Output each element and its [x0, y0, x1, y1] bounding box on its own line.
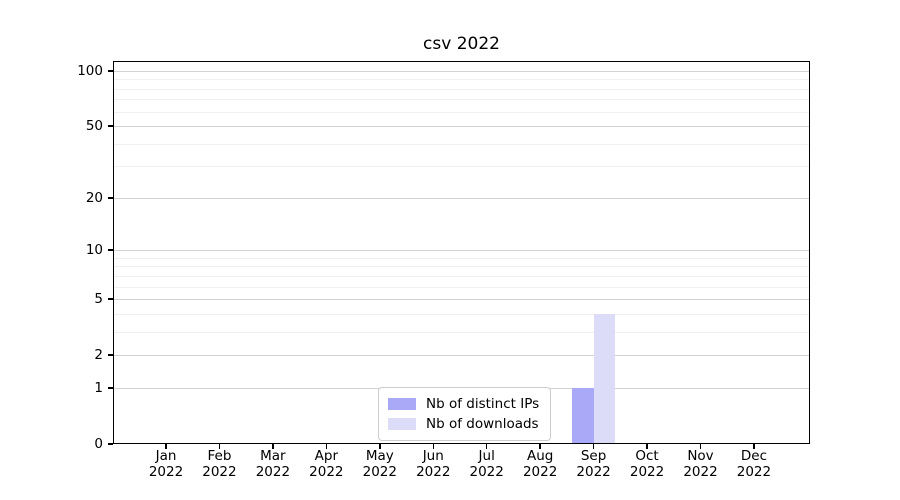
- y-tick-label: 5: [94, 291, 103, 308]
- x-tick: [485, 444, 488, 449]
- x-tick-label: Nov 2022: [683, 448, 718, 480]
- y-gridline-major: [113, 299, 810, 301]
- x-tick-label: Mar 2022: [255, 448, 291, 480]
- x-tick-label: Apr 2022: [309, 448, 344, 480]
- chart-title: csv 2022: [423, 34, 500, 54]
- x-tick: [646, 444, 648, 449]
- bar-nb-of-downloads: [593, 313, 616, 444]
- y-tick: [108, 249, 113, 251]
- y-tick-label: 0: [94, 436, 103, 452]
- x-tick-label: Dec 2022: [736, 448, 772, 480]
- y-gridline-major: [113, 250, 810, 252]
- y-gridline-minor: [113, 79, 810, 81]
- x-tick: [218, 444, 221, 449]
- y-gridline-minor: [113, 331, 810, 333]
- x-tick: [753, 444, 755, 449]
- x-tick-label: Sep 2022: [576, 448, 611, 480]
- y-tick: [108, 443, 113, 445]
- y-gridline-minor: [113, 257, 810, 259]
- legend-entry: Nb of distinct IPs: [388, 394, 539, 414]
- x-tick-label: Jan 2022: [148, 448, 184, 480]
- x-tick: [325, 444, 328, 449]
- y-tick: [108, 197, 113, 199]
- x-tick: [165, 444, 167, 449]
- x-tick-label: Aug 2022: [522, 448, 558, 480]
- legend-entry: Nb of downloads: [388, 414, 539, 434]
- x-tick-label: Feb 2022: [202, 448, 237, 480]
- x-tick: [432, 444, 434, 449]
- y-gridline-minor: [113, 99, 810, 101]
- y-tick: [108, 125, 113, 127]
- y-gridline-minor: [113, 143, 810, 145]
- y-tick: [108, 70, 113, 72]
- y-gridline-minor: [113, 275, 810, 277]
- y-tick-label: 1: [94, 379, 103, 396]
- y-gridline-minor: [113, 166, 810, 168]
- bar-nb-of-distinct-ips: [572, 387, 594, 444]
- y-gridline-major: [113, 355, 810, 357]
- y-gridline-major: [113, 197, 810, 199]
- x-tick: [272, 444, 274, 449]
- x-tick-label: Jul 2022: [469, 448, 504, 480]
- legend-label: Nb of distinct IPs: [426, 396, 540, 412]
- y-gridline-minor: [113, 88, 810, 90]
- y-gridline-minor: [113, 111, 810, 113]
- x-tick-label: May 2022: [362, 448, 397, 480]
- y-tick: [108, 387, 113, 389]
- y-gridline-minor: [113, 266, 810, 268]
- y-tick-label: 50: [85, 118, 103, 135]
- y-gridline-major: [113, 70, 810, 72]
- y-tick-label: 20: [85, 189, 103, 206]
- y-tick-label: 2: [94, 347, 103, 364]
- y-gridline-major: [113, 126, 810, 128]
- x-tick: [539, 444, 541, 449]
- x-tick: [592, 444, 595, 449]
- y-tick: [108, 354, 113, 356]
- x-tick: [699, 444, 702, 449]
- y-tick: [108, 298, 113, 300]
- y-gridline-minor: [113, 286, 810, 288]
- legend-swatch-nb-of-downloads: [388, 418, 416, 430]
- legend-swatch-nb-of-distinct-ips: [388, 398, 416, 410]
- y-tick-label: 100: [77, 62, 103, 79]
- y-tick-label: 10: [85, 242, 103, 259]
- legend-label: Nb of downloads: [426, 416, 539, 432]
- plot-area: Nb of distinct IPs Nb of downloads: [113, 61, 810, 444]
- x-tick-label: Jun 2022: [416, 448, 451, 480]
- x-tick-label: Oct 2022: [629, 448, 665, 480]
- x-tick: [379, 444, 381, 449]
- legend: Nb of distinct IPs Nb of downloads: [378, 387, 552, 441]
- y-gridline-minor: [113, 313, 810, 315]
